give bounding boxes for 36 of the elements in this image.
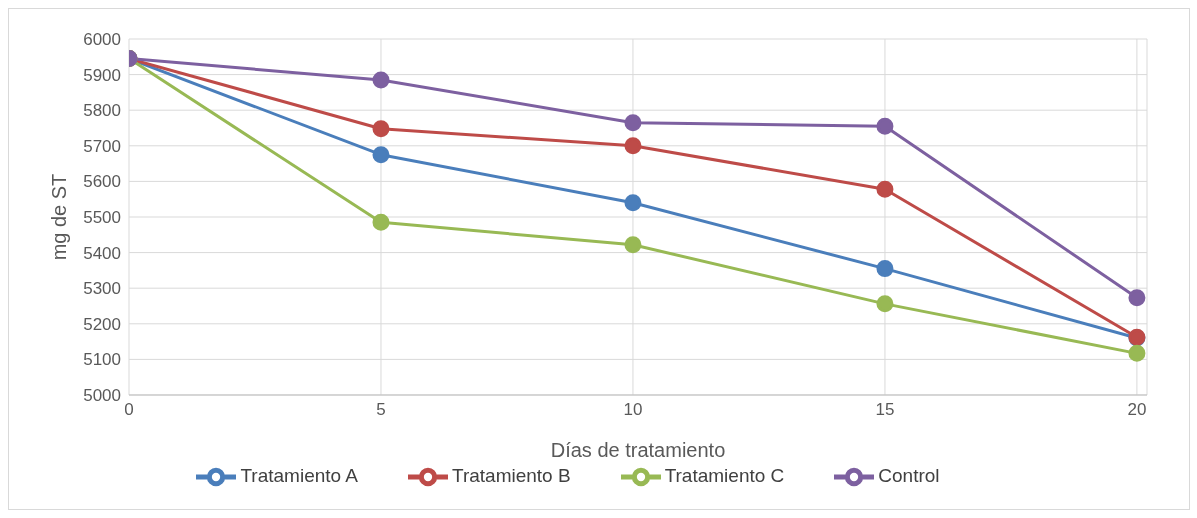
x-tick-label: 20 [1127,400,1147,420]
y-tick-label: 5400 [83,243,121,263]
x-axis-title: Días de tratamiento [550,439,726,461]
y-tick-label: 6000 [83,30,121,50]
y-tick-label: 5200 [83,314,121,334]
y-axis-title: mg de ST [48,173,71,261]
point [372,120,390,138]
point [1128,289,1146,307]
y-tick-label: 5100 [83,350,121,370]
y-tick-label: 5600 [83,172,121,192]
point [372,213,390,231]
y-tick-label: 5700 [83,136,121,156]
point [624,236,642,254]
x-tick-label: 15 [875,400,895,420]
point [876,260,894,278]
legend-label: Tratamiento B [452,465,571,487]
point [624,114,642,132]
point [876,117,894,135]
x-tick-label: 10 [623,400,643,420]
point [624,137,642,155]
y-tick-label: 5500 [83,208,121,228]
legend-label: Control [878,465,940,487]
point [624,194,642,212]
point [876,180,894,198]
y-tick-label: 5300 [83,279,121,299]
x-tick-label: 5 [376,400,386,420]
point [372,71,390,89]
x-tick-label: 0 [124,400,134,420]
y-tick-label: 5000 [83,386,121,406]
y-tick-label: 5900 [83,65,121,85]
point [372,146,390,164]
point [1128,344,1146,362]
legend-label: Tratamiento A [240,465,359,487]
legend-label: Tratamiento C [664,465,785,487]
point [876,295,894,313]
y-tick-label: 5800 [83,101,121,121]
